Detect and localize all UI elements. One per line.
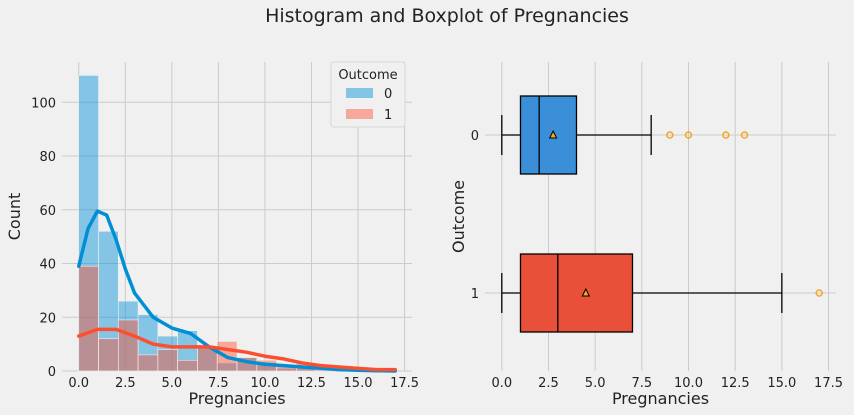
y-tick-label: 0 <box>48 365 56 380</box>
y-tick-label: 80 <box>39 150 56 165</box>
x-tick-label: 7.5 <box>208 376 229 391</box>
x-tick-label: 12.5 <box>721 376 750 391</box>
x-tick-label: 0.0 <box>491 376 512 391</box>
outlier-point <box>684 131 693 139</box>
y-tick-label: 0 <box>471 129 479 144</box>
y-axis-label: Outcome <box>449 180 468 253</box>
kde-line-outcome-1 <box>77 327 397 372</box>
histogram-bar-outcome-1 <box>98 338 119 372</box>
x-tick-label: 5.0 <box>585 376 606 391</box>
legend: Outcome 0 1 <box>330 61 406 128</box>
x-tick-label: 5.0 <box>161 376 182 391</box>
y-tick-label: 1 <box>471 287 479 302</box>
x-tick-label: 17.5 <box>390 376 419 391</box>
legend-box <box>330 61 406 128</box>
outlier-point <box>722 131 730 139</box>
mean-marker <box>581 287 591 297</box>
box-iqr <box>519 95 578 175</box>
legend-label-outcome-1: 1 <box>384 108 392 123</box>
x-tick-label: 0.0 <box>68 376 89 391</box>
legend-swatch-outcome-0 <box>346 88 373 98</box>
histogram-bar-outcome-1 <box>137 354 159 372</box>
y-tick-label: 20 <box>39 311 56 326</box>
outlier-point <box>666 131 674 139</box>
outlier-point <box>815 289 823 297</box>
histogram-bar-outcome-1 <box>78 265 99 372</box>
x-tick-label: 12.5 <box>297 376 326 391</box>
x-tick-label: 2.5 <box>115 376 136 391</box>
box-outcome-0 <box>501 95 749 175</box>
x-tick-label: 17.5 <box>814 376 843 391</box>
outlier-point <box>740 131 749 139</box>
legend-title: Outcome <box>338 68 397 83</box>
x-tick-label: 10.0 <box>250 376 279 391</box>
x-tick-label: 7.5 <box>631 376 652 391</box>
y-tick-label: 100 <box>31 96 56 111</box>
y-tick-label: 60 <box>39 204 56 219</box>
x-tick-label: 15.0 <box>767 376 796 391</box>
figure-title: Histogram and Boxplot of Pregnancies <box>265 5 629 27</box>
x-axis-label: Pregnancies <box>188 389 285 408</box>
x-tick-label: 2.5 <box>538 376 559 391</box>
histogram-bar-outcome-1 <box>177 359 198 372</box>
x-axis-label: Pregnancies <box>612 389 709 408</box>
histogram-bar-outcome-1 <box>157 349 178 372</box>
histogram-bar-outcome-1 <box>118 319 139 372</box>
histogram-panel: 0.0 2.5 5.0 7.5 10.0 12.5 15.0 17.5 0 20 40 60 80 100… <box>5 61 419 408</box>
legend-label-outcome-0: 0 <box>384 87 392 102</box>
boxplot-panel: 0.0 2.5 5.0 7.5 10.0 12.5 15.0 17.5 0 1 Pregnancie… <box>449 62 843 408</box>
box-iqr <box>519 253 634 333</box>
legend-swatch-outcome-1 <box>346 109 373 119</box>
box-outcome-1 <box>501 253 823 333</box>
mean-marker <box>548 129 558 139</box>
y-tick-label: 40 <box>39 258 56 273</box>
y-axis-label: Count <box>5 193 24 241</box>
x-tick-label: 10.0 <box>674 376 703 391</box>
x-tick-label: 15.0 <box>344 376 373 391</box>
